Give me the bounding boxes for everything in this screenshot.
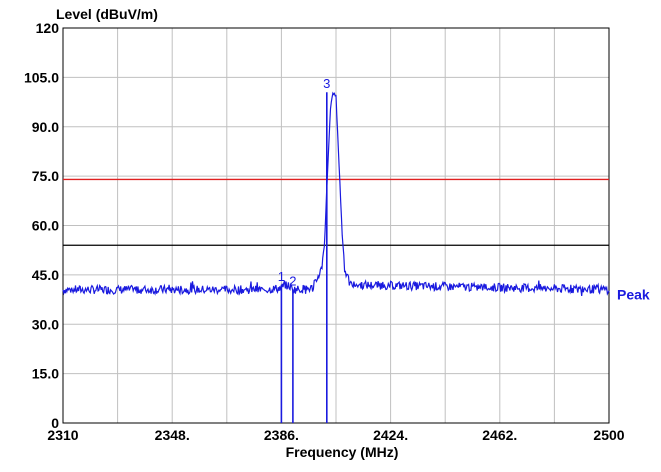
- y-tick-label: 105.0: [24, 69, 59, 85]
- y-tick-label: 90.0: [32, 119, 59, 135]
- y-tick-label: 30.0: [32, 316, 59, 332]
- plot-frame: [62, 27, 610, 424]
- y-tick-label: 0: [51, 415, 59, 431]
- y-tick-label: 15.0: [32, 366, 59, 382]
- x-tick-label: 2348.: [155, 427, 190, 443]
- marker-label-1: 1: [278, 269, 285, 284]
- y-axis-title: Level (dBuV/m): [56, 6, 158, 22]
- x-tick-label: 2500: [593, 427, 624, 443]
- y-tick-label: 75.0: [32, 168, 59, 184]
- plot-grid: [63, 28, 609, 423]
- limit-lines: [63, 178, 609, 246]
- marker-label-3: 3: [323, 76, 330, 91]
- y-tick-label: 120: [36, 20, 60, 36]
- tick-labels: 0 15.0 30.0 45.0 60.0 75.0 90.0 105.0 120 2310 234…: [24, 20, 625, 443]
- y-tick-label: 60.0: [32, 218, 59, 234]
- x-tick-label: 2310: [47, 427, 78, 443]
- series-label-peak: Peak: [617, 287, 650, 303]
- marker-lines: [280, 92, 328, 423]
- x-tick-label: 2462.: [482, 427, 517, 443]
- marker-labels: 1 2 3: [278, 76, 331, 288]
- x-tick-label: 2424.: [373, 427, 408, 443]
- x-axis-title: Frequency (MHz): [286, 444, 399, 460]
- marker-label-2: 2: [289, 273, 296, 288]
- peak-trace: [62, 91, 610, 296]
- y-tick-label: 45.0: [32, 267, 59, 283]
- x-tick-label: 2386.: [264, 427, 299, 443]
